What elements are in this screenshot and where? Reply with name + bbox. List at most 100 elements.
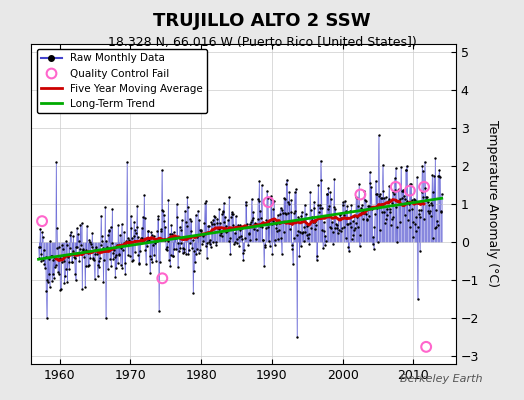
Point <box>302 223 311 230</box>
Point <box>384 198 392 204</box>
Point <box>114 222 123 228</box>
Point <box>70 255 79 261</box>
Point <box>185 247 193 253</box>
Point <box>129 257 137 263</box>
Point <box>385 183 394 189</box>
Point <box>264 199 272 205</box>
Point <box>155 308 163 314</box>
Point <box>316 204 324 211</box>
Point <box>74 231 82 237</box>
Point <box>340 212 348 218</box>
Point <box>145 237 153 244</box>
Point <box>67 229 75 236</box>
Point <box>296 229 304 235</box>
Point <box>195 227 204 234</box>
Point <box>322 191 331 197</box>
Point <box>236 226 244 233</box>
Point <box>158 206 167 213</box>
Point <box>107 240 116 246</box>
Point <box>118 264 126 271</box>
Point <box>164 197 172 203</box>
Point <box>381 220 389 226</box>
Point <box>403 163 411 169</box>
Point <box>204 223 212 230</box>
Point <box>153 228 161 235</box>
Point <box>205 239 213 245</box>
Point <box>355 181 363 188</box>
Legend: Raw Monthly Data, Quality Control Fail, Five Year Moving Average, Long-Term Tren: Raw Monthly Data, Quality Control Fail, … <box>37 49 207 113</box>
Point <box>96 255 104 261</box>
Point <box>299 238 308 245</box>
Point <box>173 264 182 270</box>
Point <box>182 251 190 258</box>
Point <box>36 244 44 251</box>
Point <box>346 224 355 230</box>
Point <box>175 248 183 254</box>
Point <box>188 244 196 251</box>
Point <box>307 206 315 213</box>
Point <box>179 245 188 251</box>
Point <box>266 243 274 249</box>
Point <box>253 226 261 233</box>
Point <box>245 230 253 236</box>
Point <box>191 212 200 218</box>
Point <box>257 215 265 221</box>
Point <box>334 216 343 222</box>
Point <box>218 210 226 217</box>
Point <box>251 222 259 228</box>
Point <box>331 225 339 231</box>
Point <box>101 204 110 210</box>
Point <box>91 276 99 282</box>
Point <box>152 238 161 244</box>
Point <box>57 259 66 266</box>
Point <box>367 184 376 191</box>
Point <box>412 214 421 220</box>
Point <box>115 252 124 258</box>
Point <box>133 203 141 209</box>
Point <box>364 212 373 219</box>
Point <box>270 241 279 248</box>
Point <box>226 250 235 257</box>
Point <box>305 231 313 237</box>
Point <box>150 252 158 258</box>
Point <box>438 190 446 197</box>
Point <box>75 246 84 252</box>
Point <box>315 208 323 215</box>
Point <box>234 222 242 228</box>
Point <box>56 287 64 294</box>
Point <box>432 207 440 213</box>
Point <box>213 220 221 226</box>
Point <box>138 235 147 242</box>
Point <box>352 194 361 200</box>
Point <box>134 234 142 240</box>
Point <box>356 191 365 198</box>
Point <box>117 245 125 251</box>
Point <box>54 244 63 250</box>
Point <box>160 218 168 224</box>
Point <box>211 239 220 245</box>
Point <box>46 284 54 290</box>
Point <box>259 237 267 244</box>
Point <box>143 243 151 249</box>
Point <box>402 167 410 173</box>
Point <box>116 262 125 268</box>
Point <box>69 233 78 239</box>
Point <box>287 197 296 203</box>
Point <box>184 251 193 257</box>
Point <box>357 204 365 211</box>
Point <box>358 202 366 208</box>
Point <box>61 266 70 272</box>
Point <box>411 221 419 227</box>
Point <box>168 253 177 259</box>
Point <box>392 204 400 211</box>
Point <box>162 244 171 250</box>
Point <box>81 283 90 290</box>
Point <box>358 216 367 222</box>
Point <box>339 199 347 205</box>
Point <box>406 188 414 194</box>
Point <box>387 221 395 228</box>
Point <box>51 264 59 270</box>
Point <box>378 194 386 201</box>
Point <box>254 196 263 202</box>
Point <box>389 214 398 221</box>
